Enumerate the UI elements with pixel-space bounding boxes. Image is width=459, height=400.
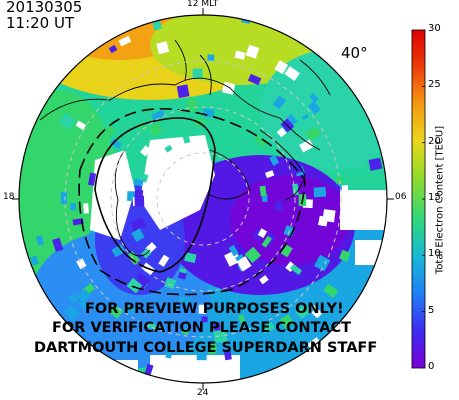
mlt-label-right: 06 — [395, 192, 407, 202]
mlt-ticks — [12, 8, 394, 390]
watermark-line-1: FOR PREVIEW PURPOSES ONLY! — [85, 301, 344, 317]
colorbar-tick-label: 0 — [428, 361, 435, 372]
mlt-label-left: 18 — [3, 192, 15, 202]
colorbar-tick-label: 20 — [428, 135, 441, 147]
date-label: 20130305 — [6, 0, 83, 16]
tec-polar-map — [19, 15, 387, 383]
colorbar-tick-label: 15 — [428, 192, 441, 203]
colorbar-tick-label: 30 — [428, 23, 441, 34]
mlt-label-top: 12 MLT — [187, 0, 219, 9]
latitude-circles — [64, 60, 342, 338]
mlt-label-bottom: 24 — [197, 388, 209, 398]
watermark-line-2: FOR VERIFICATION PLEASE CONTACT — [52, 320, 351, 336]
watermark-line-3: DARTMOUTH COLLEGE SUPERDARN STAFF — [34, 340, 378, 356]
colorbar-tick-label: 10 — [428, 248, 441, 260]
colorbar-tick-label: 5 — [428, 304, 435, 316]
time-label: 11:20 UT — [6, 14, 75, 32]
auroral-boundaries — [78, 108, 306, 296]
min-latitude-label: 40° — [341, 44, 368, 62]
colorbar — [411, 29, 426, 369]
colorbar-tick-label: 25 — [428, 79, 441, 91]
